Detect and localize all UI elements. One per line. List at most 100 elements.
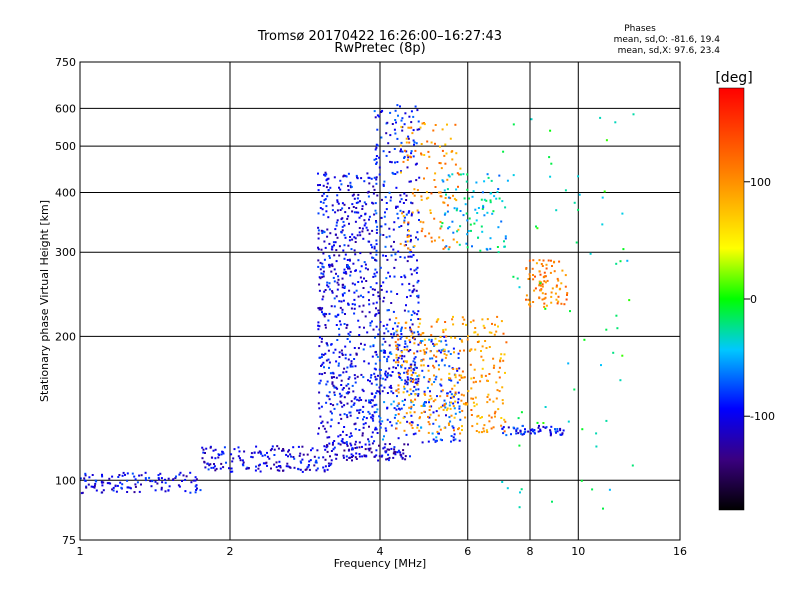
data-point-885 — [320, 272, 323, 275]
data-point-1705 — [397, 361, 400, 364]
data-point-710 — [317, 307, 320, 310]
data-point-225 — [317, 456, 320, 459]
data-point-468 — [363, 416, 366, 418]
data-point-127 — [308, 468, 311, 471]
data-point-2221 — [559, 429, 562, 432]
data-point-2231 — [543, 305, 546, 308]
data-point-77 — [126, 479, 129, 482]
data-point-1668 — [475, 403, 478, 406]
data-point-82 — [177, 484, 180, 487]
data-point-1945 — [448, 377, 450, 380]
data-point-254 — [204, 466, 207, 469]
data-point-2266 — [538, 280, 541, 283]
data-point-1264 — [409, 326, 411, 329]
data-point-709 — [342, 283, 345, 286]
data-point-2336 — [520, 411, 523, 414]
data-point-1373 — [417, 380, 420, 383]
data-point-846 — [375, 231, 378, 234]
data-point-1283 — [416, 350, 419, 353]
data-point-222 — [301, 470, 304, 473]
data-point-545 — [331, 265, 334, 268]
data-point-872 — [341, 405, 344, 408]
data-point-2254 — [525, 294, 528, 297]
data-point-1979 — [429, 212, 432, 214]
data-point-931 — [361, 208, 364, 210]
x-tick-label-4: 4 — [377, 545, 384, 558]
data-point-2283 — [543, 280, 546, 283]
data-point-1312 — [387, 355, 390, 358]
data-point-1046 — [384, 378, 387, 381]
data-point-1560 — [390, 374, 393, 377]
data-point-2175 — [533, 431, 536, 434]
data-point-1781 — [493, 364, 496, 367]
data-point-2134 — [466, 246, 469, 249]
data-point-870 — [346, 217, 349, 220]
data-point-70 — [194, 476, 197, 479]
data-point-696 — [338, 356, 341, 358]
data-point-1562 — [368, 440, 371, 443]
data-point-2220 — [507, 426, 510, 429]
data-point-1842 — [406, 373, 409, 375]
data-point-35 — [190, 481, 193, 484]
data-point-1457 — [393, 416, 396, 419]
data-point-1815 — [480, 350, 482, 352]
data-point-998 — [331, 291, 334, 294]
data-point-1471 — [403, 346, 406, 348]
data-point-1566 — [386, 392, 389, 394]
data-point-1821 — [472, 397, 474, 400]
data-point-47 — [178, 485, 181, 488]
data-point-447 — [319, 207, 322, 209]
data-point-280 — [265, 461, 268, 464]
data-point-357 — [363, 455, 366, 458]
data-point-1319 — [406, 234, 409, 237]
data-point-2304 — [564, 274, 567, 277]
data-point-1392 — [454, 392, 457, 395]
data-point-1444 — [414, 381, 417, 384]
data-point-1820 — [404, 327, 407, 330]
data-point-1558 — [439, 351, 442, 354]
data-point-112 — [93, 486, 96, 489]
data-point-1552 — [384, 370, 387, 373]
data-point-1067 — [391, 123, 394, 125]
data-point-830 — [372, 415, 375, 418]
data-point-938 — [358, 411, 361, 414]
data-point-1719 — [472, 319, 475, 322]
data-point-1847 — [395, 389, 398, 392]
data-point-969 — [371, 431, 374, 434]
data-point-1783 — [420, 405, 423, 407]
data-point-1026 — [408, 289, 411, 292]
data-point-199 — [268, 457, 271, 460]
data-point-1377 — [379, 374, 382, 377]
data-point-981 — [362, 390, 365, 393]
data-point-213 — [266, 455, 269, 458]
data-point-1786 — [455, 367, 458, 370]
data-point-386 — [350, 453, 353, 456]
data-point-622 — [371, 246, 373, 249]
data-point-2355 — [615, 262, 618, 265]
data-point-2092 — [465, 212, 468, 215]
data-point-1689 — [410, 424, 413, 427]
data-point-983 — [354, 303, 356, 306]
data-point-387 — [351, 448, 354, 451]
data-point-1733 — [442, 408, 445, 411]
data-point-649 — [320, 229, 323, 232]
data-point-1984 — [439, 227, 442, 230]
data-point-2171 — [559, 427, 562, 430]
data-point-364 — [358, 453, 361, 455]
data-point-124 — [315, 469, 318, 472]
data-point-1624 — [445, 354, 448, 357]
data-point-253 — [297, 445, 300, 448]
data-point-2041 — [430, 192, 433, 195]
data-point-1013 — [326, 342, 328, 345]
data-point-1870 — [453, 351, 455, 354]
data-point-825 — [319, 306, 321, 309]
data-point-2138 — [447, 227, 450, 230]
data-point-2228 — [549, 429, 552, 432]
data-point-2188 — [529, 432, 532, 435]
data-point-78 — [133, 491, 136, 494]
data-point-2156 — [465, 242, 468, 245]
data-point-1534 — [373, 372, 376, 375]
data-point-1909 — [408, 339, 411, 342]
data-point-2236 — [532, 259, 535, 262]
data-point-1346 — [397, 250, 400, 253]
